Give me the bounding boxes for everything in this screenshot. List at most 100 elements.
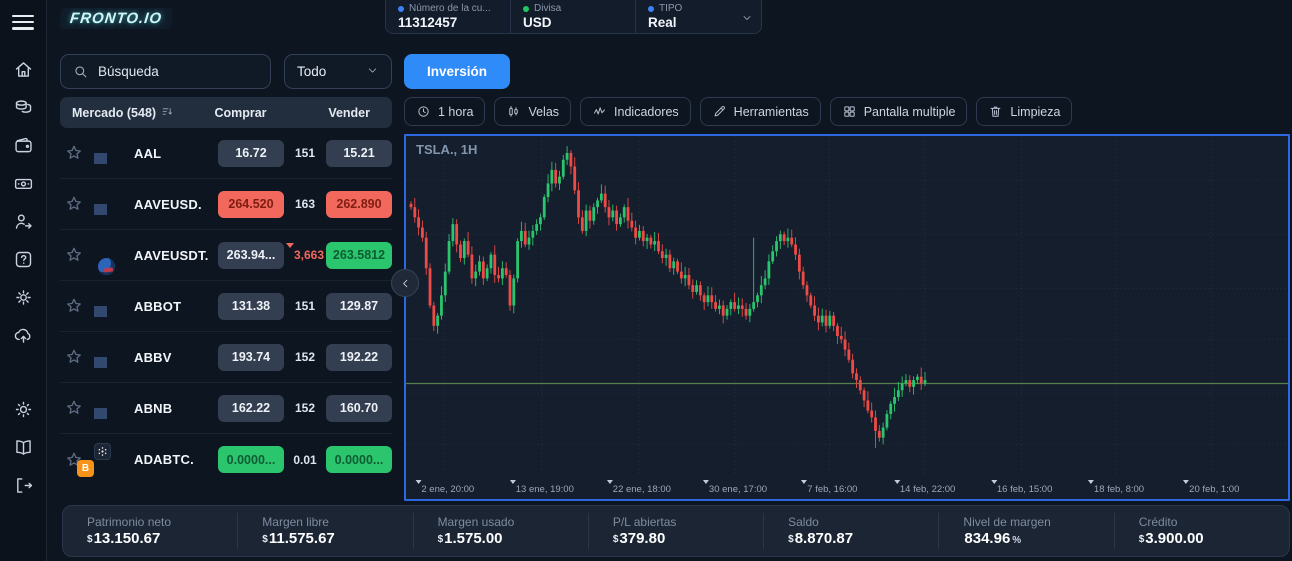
payments-icon[interactable]: [11, 171, 35, 195]
toolbar-multi-screen-button[interactable]: Pantalla multiple: [829, 97, 968, 126]
logout-icon[interactable]: [11, 473, 35, 497]
market-row[interactable]: ABNB 162.22 152 160.70: [60, 383, 392, 434]
market-row[interactable]: AAVEUSD. 264.520 163 262.890: [60, 179, 392, 230]
toolbar-candles-button[interactable]: Velas: [494, 97, 572, 126]
account-type-label: TIPO: [659, 3, 683, 14]
toolbar-clock-button[interactable]: 1 hora: [404, 97, 486, 126]
favorite-star-icon[interactable]: [64, 398, 84, 418]
stat-margen-libre: Margen libre $11.575.67: [237, 513, 412, 549]
x-axis-label: 18 feb, 8:00: [1087, 480, 1144, 495]
x-axis-label: 30 ene, 17:00: [702, 480, 767, 495]
sort-icon[interactable]: [161, 105, 174, 121]
referral-icon[interactable]: [11, 209, 35, 233]
favorite-star-icon[interactable]: [64, 296, 84, 316]
search-box[interactable]: [60, 54, 271, 89]
indicators-icon: [592, 104, 607, 119]
account-number-value: 11312457: [398, 15, 458, 30]
favorite-star-icon[interactable]: [64, 347, 84, 367]
chart-panel: Inversión 1 hora Velas Indicadores Herramie…: [391, 54, 1290, 501]
search-icon: [72, 63, 89, 80]
sidebar-rail: [0, 0, 47, 561]
buy-price-button[interactable]: 16.72: [218, 139, 284, 167]
spread-value: 152: [294, 401, 316, 415]
tools-icon: [712, 104, 727, 119]
toolbar-tools-button[interactable]: Herramientas: [699, 97, 821, 126]
account-number-cell: Número de la cu... 11312457: [386, 0, 511, 33]
market-list-header: Mercado (548) Comprar Vender: [60, 97, 392, 128]
currency-value: USD: [523, 15, 552, 30]
favorite-star-icon[interactable]: [64, 194, 84, 214]
buy-price-button[interactable]: 131.38: [218, 292, 284, 320]
x-axis-label: 20 feb, 1:00: [1183, 480, 1239, 495]
watchlist-panel: Todo Mercado (548) Comprar Vender AAL 16…: [60, 54, 392, 485]
market-row[interactable]: AAL 16.72 151 15.21: [60, 128, 392, 179]
support-icon[interactable]: [11, 247, 35, 271]
sell-price-button[interactable]: 192.22: [326, 343, 392, 371]
chevron-down-icon: [366, 64, 379, 80]
x-axis-label: 16 feb, 15:00: [990, 480, 1052, 495]
sell-price-button[interactable]: 129.87: [326, 292, 392, 320]
market-count-label: Mercado (548): [72, 105, 157, 120]
instrument-symbol: ABNB: [134, 400, 173, 416]
market-row[interactable]: ABBV 193.74 152 192.22: [60, 332, 392, 383]
buy-price-button[interactable]: 0.0000...: [218, 446, 284, 473]
instrument-symbol: AAVEUSD.: [134, 196, 202, 212]
upload-icon[interactable]: [11, 323, 35, 347]
buy-price-button[interactable]: 264.520: [218, 190, 284, 218]
sell-price-button[interactable]: 262.890: [326, 190, 392, 218]
account-type-value: Real: [648, 15, 677, 30]
sell-price-button[interactable]: 0.0000...: [326, 446, 392, 473]
toolbar-indicators-button[interactable]: Indicadores: [580, 97, 691, 126]
spread-value: 163: [294, 197, 316, 211]
stat-cr-dito: Crédito $3.900.00: [1113, 513, 1289, 549]
account-stats-bar: Patrimonio neto $13.150.67 Margen libre $11…: [62, 505, 1290, 557]
education-icon[interactable]: [11, 435, 35, 459]
account-info-bar: Número de la cu... 11312457 Divisa USD T…: [385, 0, 762, 34]
multi-screen-icon: [842, 104, 857, 119]
currency-cell: Divisa USD: [511, 0, 636, 33]
theme-icon[interactable]: [11, 397, 35, 421]
instrument-symbol: AAVEUSDT.: [134, 247, 209, 263]
favorite-star-icon[interactable]: [64, 450, 84, 470]
buy-price-button[interactable]: 193.74: [218, 343, 284, 371]
sell-price-button[interactable]: 160.70: [326, 394, 392, 422]
instrument-symbol: ADABTC.: [134, 452, 194, 467]
spread-value: 0.01: [293, 452, 317, 467]
green-dot-icon: [523, 5, 529, 12]
settings-icon[interactable]: [11, 285, 35, 309]
stat-nivel-de-margen: Nivel de margen 834.96%: [938, 513, 1113, 549]
trash-icon: [988, 104, 1003, 119]
buy-price-button[interactable]: 162.22: [218, 394, 284, 422]
buy-price-button[interactable]: 263.94...: [218, 241, 284, 269]
markets-icon[interactable]: [11, 95, 35, 119]
menu-icon[interactable]: [10, 9, 36, 35]
stat-margen-usado: Margen usado $1.575.00: [412, 513, 588, 549]
candlestick-chart[interactable]: [406, 136, 1288, 475]
favorite-star-icon[interactable]: [64, 245, 84, 265]
account-number-label: Número de la cu...: [409, 3, 491, 14]
market-filter-select[interactable]: Todo: [284, 54, 392, 89]
toolbar-trash-button[interactable]: Limpieza: [976, 97, 1073, 126]
x-axis-label: 2 ene, 20:00: [415, 480, 474, 495]
wallet-icon[interactable]: [11, 133, 35, 157]
sell-price-button[interactable]: 15.21: [326, 139, 392, 167]
x-axis-label: 14 feb, 22:00: [893, 480, 955, 495]
market-row[interactable]: B ADABTC. 0.0000... 0.01 0.0000...: [60, 434, 392, 485]
instrument-symbol: ABBOT: [134, 298, 182, 314]
chevron-down-icon[interactable]: [741, 11, 753, 23]
invest-button[interactable]: Inversión: [404, 54, 510, 89]
collapse-panel-button[interactable]: [391, 269, 419, 297]
x-axis-label: 13 ene, 19:00: [509, 480, 574, 495]
market-row[interactable]: ABBOT 131.38 151 129.87: [60, 281, 392, 332]
account-type-cell[interactable]: TIPO Real: [636, 0, 761, 33]
search-input[interactable]: [98, 64, 259, 79]
brand-logo: FRONTO.IO: [58, 8, 174, 29]
chart-x-axis: 2 ene, 20:00 13 ene, 19:00 22 ene, 18:00 30…: [406, 475, 1288, 499]
filter-value: Todo: [297, 64, 327, 79]
market-row[interactable]: AAVEUSDT. 263.94... 3,663 263.5812: [60, 230, 392, 281]
favorite-star-icon[interactable]: [64, 143, 84, 163]
x-axis-label: 7 feb, 16:00: [801, 480, 857, 495]
sell-price-button[interactable]: 263.5812: [326, 241, 392, 269]
blue-dot-icon: [398, 5, 404, 12]
home-icon[interactable]: [11, 57, 35, 81]
